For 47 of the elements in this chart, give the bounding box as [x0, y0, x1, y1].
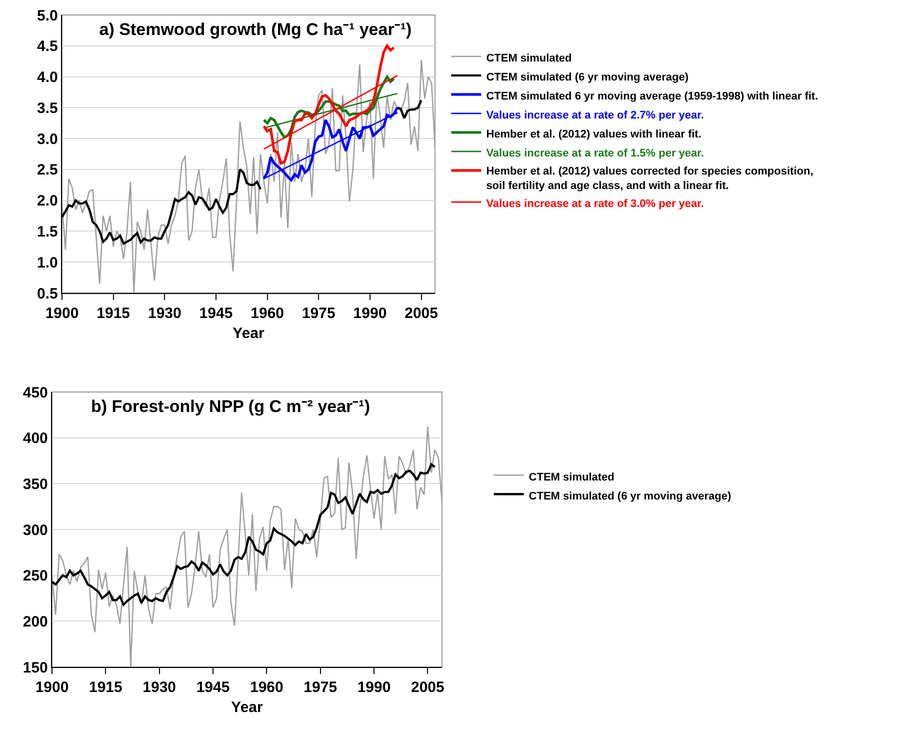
- x-tick-label: 1990: [353, 305, 387, 322]
- x-tick-label: 2005: [404, 305, 438, 322]
- y-tick-label: 0.5: [37, 285, 58, 302]
- x-axis-title: Year: [231, 699, 264, 716]
- y-tick-label: 1.5: [37, 223, 58, 240]
- legend-label: Values increase at a rate of 2.7% per year.: [486, 110, 704, 122]
- y-tick-label: 250: [22, 568, 48, 585]
- x-tick-label: 1915: [96, 305, 130, 322]
- x-tick-label: 1960: [250, 679, 284, 696]
- y-tick-label: 4.5: [37, 38, 58, 56]
- y-tick-label: 3.0: [37, 130, 58, 148]
- legend-label: Values increase at a rate of 1.5% per year.: [486, 148, 704, 160]
- y-tick-label: 2.5: [37, 162, 58, 179]
- x-tick-label: 1930: [148, 305, 182, 322]
- x-tick-label: 1900: [45, 305, 79, 322]
- x-tick-label: 1930: [142, 679, 176, 696]
- x-tick-label: 2005: [411, 679, 444, 696]
- x-tick-label: 1975: [304, 679, 338, 696]
- legend-label: Hember et al. (2012) values with linear fit.: [486, 128, 702, 141]
- x-tick-label: 1975: [302, 305, 336, 322]
- y-tick-label: 300: [22, 522, 48, 539]
- legend-label: Hember et al. (2012) values corrected for species composition, soil fertility and age class, and with a linear fit.: [486, 166, 814, 192]
- y-tick-label: 4.0: [37, 69, 58, 86]
- x-tick-label: 1960: [250, 305, 284, 322]
- legend-label: CTEM simulated: [528, 471, 614, 484]
- legend-label: CTEM simulated (6 yr moving average): [486, 72, 689, 84]
- x-tick-label: 1915: [88, 679, 122, 696]
- y-tick-label: 200: [22, 613, 48, 630]
- y-tick-label: 150: [22, 659, 48, 676]
- y-tick-label: 2.0: [37, 192, 58, 210]
- chart-title: a) Stemwood growth (Mg C ha⁻¹ year⁻¹): [99, 20, 412, 40]
- legend-label: CTEM simulated: [486, 52, 572, 65]
- x-tick-label: 1900: [35, 679, 69, 696]
- y-tick-label: 350: [22, 476, 48, 493]
- chart-title: b) Forest-only NPP (g C m⁻² year⁻¹): [91, 397, 370, 416]
- x-tick-label: 1945: [196, 679, 230, 696]
- y-tick-label: 1.0: [37, 254, 58, 272]
- x-tick-label: 1945: [199, 305, 233, 322]
- x-tick-label: 1990: [357, 679, 391, 696]
- x-axis-title: Year: [232, 325, 265, 342]
- y-tick-label: 400: [22, 430, 48, 448]
- y-tick-label: 5.0: [37, 7, 58, 24]
- legend-label: CTEM simulated 6 yr moving average (1959-1998) with linear fit.: [486, 90, 818, 103]
- y-tick-label: 3.5: [37, 100, 58, 117]
- legend-label: Values increase at a rate of 3.0% per year.: [486, 198, 704, 210]
- legend-label: CTEM simulated (6 yr moving average): [528, 490, 732, 502]
- y-tick-label: 450: [22, 384, 48, 402]
